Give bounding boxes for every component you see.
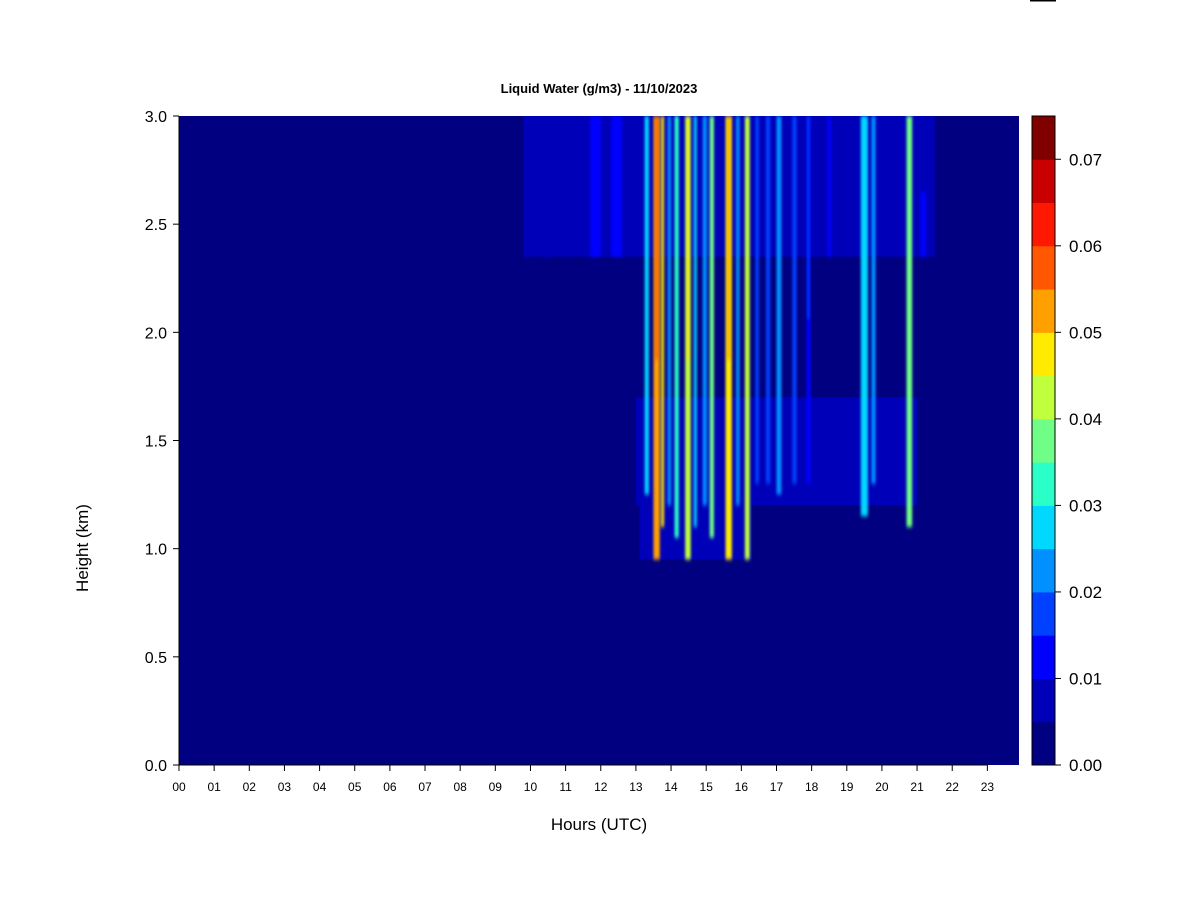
colorbar-tick-label: 0.05 [1069, 323, 1102, 342]
colorbar-swatch [1032, 245, 1055, 290]
x-tick-label: 01 [207, 780, 221, 794]
x-tick-label: 21 [910, 780, 924, 794]
cloud-column-core-1 [545, 116, 549, 194]
colorbar-swatch [1032, 375, 1055, 420]
x-axis-label: Hours (UTC) [551, 815, 647, 834]
colorbar-swatch [1032, 159, 1055, 204]
cloud-column-core-4 [614, 116, 619, 194]
y-tick-label: 1.5 [145, 434, 167, 451]
cloud-column-core-21 [807, 116, 810, 319]
x-tick-label: 14 [664, 780, 678, 794]
colorbar-tick-label: 0.04 [1069, 410, 1102, 429]
plot-area [179, 116, 1019, 765]
chart-title: Liquid Water (g/m3) - 11/10/2023 [501, 81, 698, 96]
cloud-column-core-9 [675, 116, 678, 349]
x-tick-label: 15 [700, 780, 714, 794]
colorbar-tick-label: 0.01 [1069, 669, 1102, 688]
x-tick-label: 10 [524, 780, 538, 794]
x-tick-label: 23 [981, 780, 995, 794]
x-tick-label: 07 [418, 780, 432, 794]
colorbar-swatch [1032, 418, 1055, 463]
colorbar-swatch [1032, 462, 1055, 506]
cloud-column-core-19 [777, 116, 780, 325]
colorbar-swatch [1032, 548, 1055, 593]
y-tick-label: 3.0 [145, 109, 167, 126]
y-tick-label: 0.0 [145, 758, 167, 775]
colorbar-ticks: 0.00 0.01 0.02 0.03 0.04 0.05 0.06 0.07 [1055, 150, 1102, 775]
y-tick-label: 2.0 [145, 325, 167, 342]
y-axis: 0.0 0.5 1.0 1.5 2.0 2.5 3.0 [145, 109, 180, 775]
cloud-column-core-3 [593, 116, 598, 194]
colorbar-tick-label: 0.03 [1069, 496, 1102, 515]
cloud-column-core-10 [686, 116, 690, 360]
x-tick-label: 04 [313, 780, 327, 794]
cloud-column-core-14 [727, 116, 730, 360]
cloud-column-core-18 [767, 116, 769, 319]
x-tick-label: 03 [278, 780, 292, 794]
colorbar-tick-label: 0.07 [1069, 150, 1102, 169]
colorbar-tick-label: 0.02 [1069, 583, 1102, 602]
cloud-column-core-6 [655, 116, 658, 360]
colorbar-swatch [1032, 721, 1055, 766]
x-axis: 00 01 02 03 04 05 06 07 08 09 10 11 12 13 14 15 16 17 18 19… [172, 764, 995, 794]
cloud-columns [525, 116, 926, 560]
cloud-column-core-7 [662, 116, 664, 343]
colorbar-swatch [1032, 116, 1055, 160]
x-tick-label: 09 [489, 780, 503, 794]
cloud-column-core-16 [746, 116, 749, 360]
x-tick-label: 00 [172, 780, 186, 794]
cloud-column-core-13 [710, 116, 713, 349]
y-tick-label: 0.5 [145, 650, 167, 667]
x-tick-label: 22 [946, 780, 960, 794]
x-tick-label: 13 [629, 780, 643, 794]
cloud-column-core-12 [703, 116, 706, 331]
x-tick-label: 11 [559, 780, 572, 794]
x-tick-label: 08 [453, 780, 467, 794]
x-tick-label: 18 [805, 780, 819, 794]
x-tick-label: 05 [348, 780, 362, 794]
cloud-column-core-20 [793, 116, 796, 319]
colorbar-tick-label: 0.00 [1069, 756, 1102, 775]
colorbar-swatch [1032, 591, 1055, 636]
y-axis-label: Height (km) [73, 504, 92, 592]
cloud-column-core-15 [737, 116, 739, 331]
x-tick-label: 12 [594, 780, 608, 794]
cloud-column-core-23 [862, 116, 866, 337]
x-tick-label: 06 [383, 780, 397, 794]
colorbar-swatch [1032, 678, 1055, 723]
x-tick-label: 17 [770, 780, 784, 794]
colorbar-frame [1031, 115, 1056, 766]
x-tick-label: 19 [840, 780, 854, 794]
y-tick-label: 2.5 [145, 217, 167, 234]
cloud-column-core-8 [668, 116, 670, 331]
x-tick-label: 20 [875, 780, 889, 794]
colorbar-swatch [1032, 332, 1055, 377]
colorbar [1031, 115, 1056, 766]
colorbar-swatch [1032, 505, 1055, 550]
colorbar-tick-label: 0.06 [1069, 237, 1102, 256]
cloud-column-core-25 [908, 116, 911, 343]
colorbar-swatch [1032, 635, 1055, 679]
y-tick-label: 1.0 [145, 542, 167, 559]
cloud-column-core-2 [565, 116, 570, 134]
colorbar-swatch [1032, 202, 1055, 247]
cloud-column-core-5 [645, 116, 648, 325]
cloud-column-core-0 [526, 116, 529, 194]
cloud-column-core-11 [694, 116, 696, 343]
x-tick-label: 16 [735, 780, 749, 794]
corner-mark [1030, 0, 1056, 2]
x-tick-label: 02 [243, 780, 257, 794]
cloud-column-core-26 [922, 191, 925, 228]
cloud-column-core-17 [756, 116, 758, 319]
cloud-column-core-24 [872, 116, 875, 319]
cloud-column-core-22 [828, 116, 830, 194]
colorbar-swatch [1032, 289, 1055, 333]
